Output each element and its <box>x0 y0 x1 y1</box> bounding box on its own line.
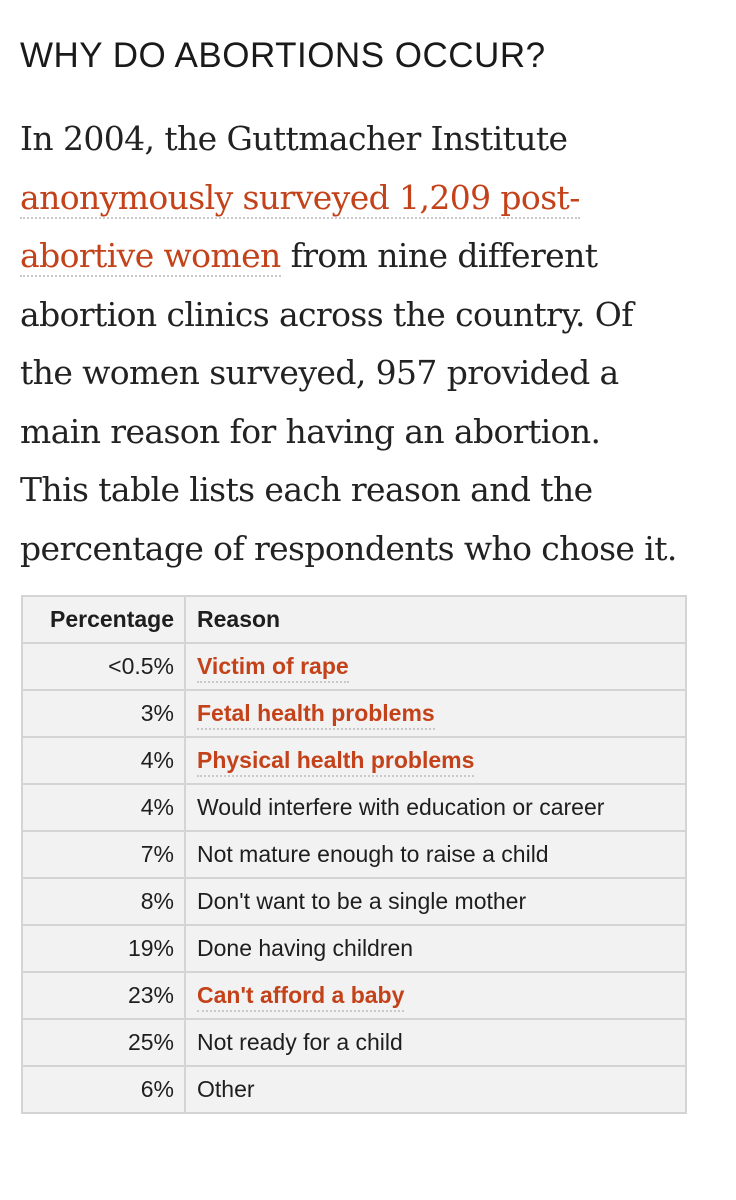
table-row: <0.5% Victim of rape <box>21 642 687 691</box>
percentage-cell: 3% <box>21 689 186 738</box>
survey-link-text-continued: abortive women <box>20 236 281 275</box>
survey-link[interactable]: anonymously surveyed 1,209 post- <box>20 177 580 219</box>
table-row: 23% Can't afford a baby <box>21 971 687 1020</box>
reason-cell: Not mature enough to raise a child <box>184 830 687 879</box>
table-row: 6% Other <box>21 1065 687 1114</box>
survey-link-continued[interactable]: abortive women <box>20 236 281 277</box>
table-body: <0.5% Victim of rape 3% Fetal health proble… <box>21 642 687 1114</box>
intro-line: This table lists each reason and the <box>20 470 593 509</box>
percentage-cell: 8% <box>21 877 186 926</box>
reason-cell: Don't want to be a single mother <box>184 877 687 926</box>
percentage-cell: 7% <box>21 830 186 879</box>
table-row: 4% Physical health problems <box>21 736 687 785</box>
reason-cell: Victim of rape <box>184 642 687 691</box>
intro-line: abortive women from nine different <box>20 227 710 286</box>
percentage-cell: 23% <box>21 971 186 1020</box>
table-row: 4% Would interfere with education or care… <box>21 783 687 832</box>
reason-cell: Physical health problems <box>184 736 687 785</box>
reason-cell: Not ready for a child <box>184 1018 687 1067</box>
percentage-cell: 19% <box>21 924 186 973</box>
reason-link[interactable]: Physical health problems <box>197 747 475 777</box>
survey-link-text: anonymously surveyed 1,209 post- <box>20 177 580 217</box>
table-row: 7% Not mature enough to raise a child <box>21 830 687 879</box>
intro-text: from nine different <box>280 236 598 275</box>
reason-cell: Fetal health problems <box>184 689 687 738</box>
percentage-column-header: Percentage <box>21 595 186 644</box>
reason-link[interactable]: Victim of rape <box>197 653 349 683</box>
intro-line: abortion clinics across the country. Of <box>20 294 633 334</box>
reason-cell: Done having children <box>184 924 687 973</box>
reason-column-header: Reason <box>184 595 687 644</box>
intro-line: anonymously surveyed 1,209 post- <box>20 169 710 228</box>
table-header-row: Percentage Reason <box>21 595 687 644</box>
intro-line: percentage of respondents who chose it. <box>20 528 677 568</box>
intro-line: the women surveyed, 957 provided a <box>20 353 619 392</box>
intro-line: In 2004, the Guttmacher Institute <box>20 119 568 158</box>
percentage-cell: 4% <box>21 736 186 785</box>
table-row: 3% Fetal health problems <box>21 689 687 738</box>
reason-cell: Can't afford a baby <box>184 971 687 1020</box>
intro-paragraph: In 2004, the Guttmacher Institute anonym… <box>20 110 710 578</box>
table-row: 19% Done having children <box>21 924 687 973</box>
reason-cell: Would interfere with education or career <box>184 783 687 832</box>
section-heading: WHY DO ABORTIONS OCCUR? <box>20 36 546 75</box>
reason-link[interactable]: Fetal health problems <box>197 700 435 730</box>
percentage-cell: 6% <box>21 1065 186 1114</box>
reason-link[interactable]: Can't afford a baby <box>197 982 405 1012</box>
abortion-reasons-table: Percentage Reason <0.5% Victim of rape 3% F… <box>21 595 687 1114</box>
percentage-cell: 4% <box>21 783 186 832</box>
percentage-cell: 25% <box>21 1018 186 1067</box>
reason-cell: Other <box>184 1065 687 1114</box>
intro-line: main reason for having an abortion. <box>20 411 601 451</box>
percentage-cell: <0.5% <box>21 642 186 691</box>
table-row: 25% Not ready for a child <box>21 1018 687 1067</box>
table-row: 8% Don't want to be a single mother <box>21 877 687 926</box>
